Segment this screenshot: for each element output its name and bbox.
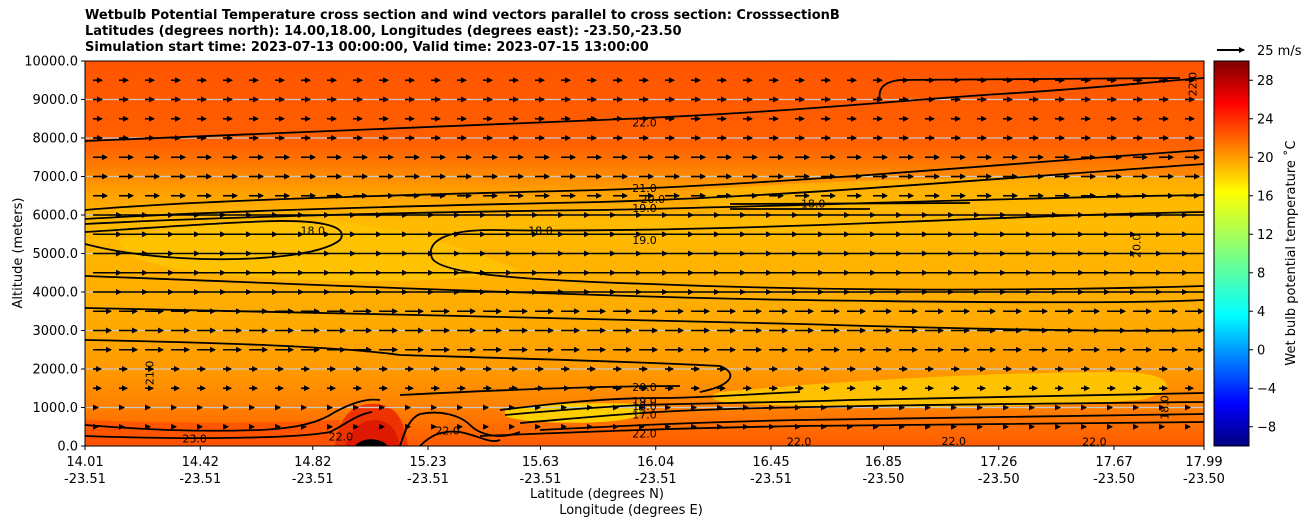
colorbar-tick-label: 20 xyxy=(1257,151,1274,166)
x-tick-label-lon: -23.51 xyxy=(635,472,677,487)
contour-label: 19.0 xyxy=(632,234,657,247)
chart-title-line-1: Wetbulb Potential Temperature cross sect… xyxy=(85,8,840,23)
x-tick-label-lat: 17.67 xyxy=(1095,455,1132,470)
contour-label: 18.0 xyxy=(801,197,826,210)
contour-label: 19.0 xyxy=(632,395,657,408)
wind-vectors xyxy=(93,77,1204,430)
contour-label: 18.0 xyxy=(300,224,325,237)
y-tick-label: 2000.0 xyxy=(33,363,79,378)
y-axis: 0.0 1000.0 2000.0 3000.0 4000.0 5000.0 6000.0 7… xyxy=(24,55,85,455)
x-tick-label-lon: -23.50 xyxy=(1093,472,1135,487)
x-tick-label-lon: -23.51 xyxy=(64,472,106,487)
colorbar: −8 −4 0 4 8 12 16 20 24 28 xyxy=(1213,60,1276,447)
x-axis-label: Latitude (degrees N) xyxy=(530,487,664,502)
contour-label: 22.0 xyxy=(1187,72,1200,97)
x-tick-label-lat: 17.99 xyxy=(1185,455,1222,470)
contour-label: 17.0 xyxy=(632,408,657,421)
x-tick-label-lon: -23.50 xyxy=(1183,472,1225,487)
colorbar-tick-label: −8 xyxy=(1257,420,1276,435)
contour-label: 22.0 xyxy=(632,428,657,441)
colorbar-tick-label: 12 xyxy=(1257,228,1274,243)
x-tick-label-lon: -23.51 xyxy=(179,472,221,487)
colorbar-tick-label: 16 xyxy=(1257,189,1274,204)
contour-label: 21.0 xyxy=(632,182,657,195)
y-tick-label: 10000.0 xyxy=(24,55,78,70)
contour-label: 22.0 xyxy=(942,435,967,448)
colorbar-gradient xyxy=(1213,60,1250,447)
contour-label: 18.0 xyxy=(528,224,553,237)
y-axis-label: Altitude (meters) xyxy=(11,198,26,309)
y-tick-label: 4000.0 xyxy=(33,286,79,301)
y-tick-label: 3000.0 xyxy=(33,324,79,339)
x-tick-label-lat: 15.63 xyxy=(522,455,559,470)
y-tick-label: 9000.0 xyxy=(33,93,79,108)
colorbar-tick-label: −4 xyxy=(1257,382,1276,397)
contour-label: 20.0 xyxy=(1131,234,1144,258)
contour-label: 22.0 xyxy=(632,117,657,130)
colorbar-tick-label: 24 xyxy=(1257,112,1274,127)
contour-label: 22.0 xyxy=(329,430,354,443)
contour-label: 22.0 xyxy=(1082,435,1107,448)
colorbar-label: Wet bulb potential temperature ˚C xyxy=(1283,140,1299,365)
wind-key: 25 m/s xyxy=(1217,44,1302,59)
x-tick-label-lon: -23.51 xyxy=(750,472,792,487)
x-tick-label-lat: 16.85 xyxy=(865,455,902,470)
wind-key-label: 25 m/s xyxy=(1257,44,1302,59)
contour-label: 22.0 xyxy=(787,435,812,448)
colorbar-tick-label: 0 xyxy=(1257,343,1265,358)
y-tick-label: 7000.0 xyxy=(33,170,79,185)
y-tick-label: 6000.0 xyxy=(33,209,79,224)
x-tick-label-lon: -23.50 xyxy=(978,472,1020,487)
x-tick-label-lon: -23.51 xyxy=(520,472,562,487)
y-tick-label: 1000.0 xyxy=(33,401,79,416)
x-tick-label-lon: -23.50 xyxy=(863,472,905,487)
chart-title-line-3: Simulation start time: 2023-07-13 00:00:… xyxy=(85,40,649,55)
chart-title-line-2: Latitudes (degrees north): 14.00,18.00, … xyxy=(85,24,682,39)
contour-label: 23.0 xyxy=(182,432,207,445)
x-tick-label-lat: 14.01 xyxy=(66,455,103,470)
contour-label: 19.0 xyxy=(632,202,657,215)
contour-label: 21.0 xyxy=(144,361,157,386)
contour-label: 18.0 xyxy=(1159,395,1172,420)
contour-labels: 22.021.020.019.019.018.0 18.018.020.022.0… xyxy=(144,72,1200,449)
x-tick-label-lon: -23.51 xyxy=(407,472,449,487)
x-axis-label-longitude: Longitude (degrees E) xyxy=(559,503,703,518)
x-tick-label-lat: 14.82 xyxy=(294,455,331,470)
colorbar-tick-label: 28 xyxy=(1257,74,1274,89)
x-tick-label-lon: -23.51 xyxy=(292,472,334,487)
plot-area: 22.021.020.019.019.018.0 18.018.020.022.0… xyxy=(84,60,1205,449)
x-axis: 14.01 -23.51 14.42 -23.51 14.82 -23.51 15.23 -2… xyxy=(64,446,1225,487)
x-tick-label-lat: 15.23 xyxy=(409,455,446,470)
x-tick-label-lat: 16.45 xyxy=(752,455,789,470)
contour-label: 22.0 xyxy=(435,425,460,438)
y-tick-label: 5000.0 xyxy=(33,247,79,262)
colorbar-tick-label: 4 xyxy=(1257,305,1265,320)
y-tick-label: 8000.0 xyxy=(33,132,79,147)
y-tick-label: 0.0 xyxy=(57,440,78,455)
x-tick-label-lat: 16.04 xyxy=(637,455,674,470)
x-tick-label-lat: 14.42 xyxy=(182,455,219,470)
colorbar-tick-label: 8 xyxy=(1257,266,1265,281)
x-tick-label-lat: 17.26 xyxy=(980,455,1017,470)
